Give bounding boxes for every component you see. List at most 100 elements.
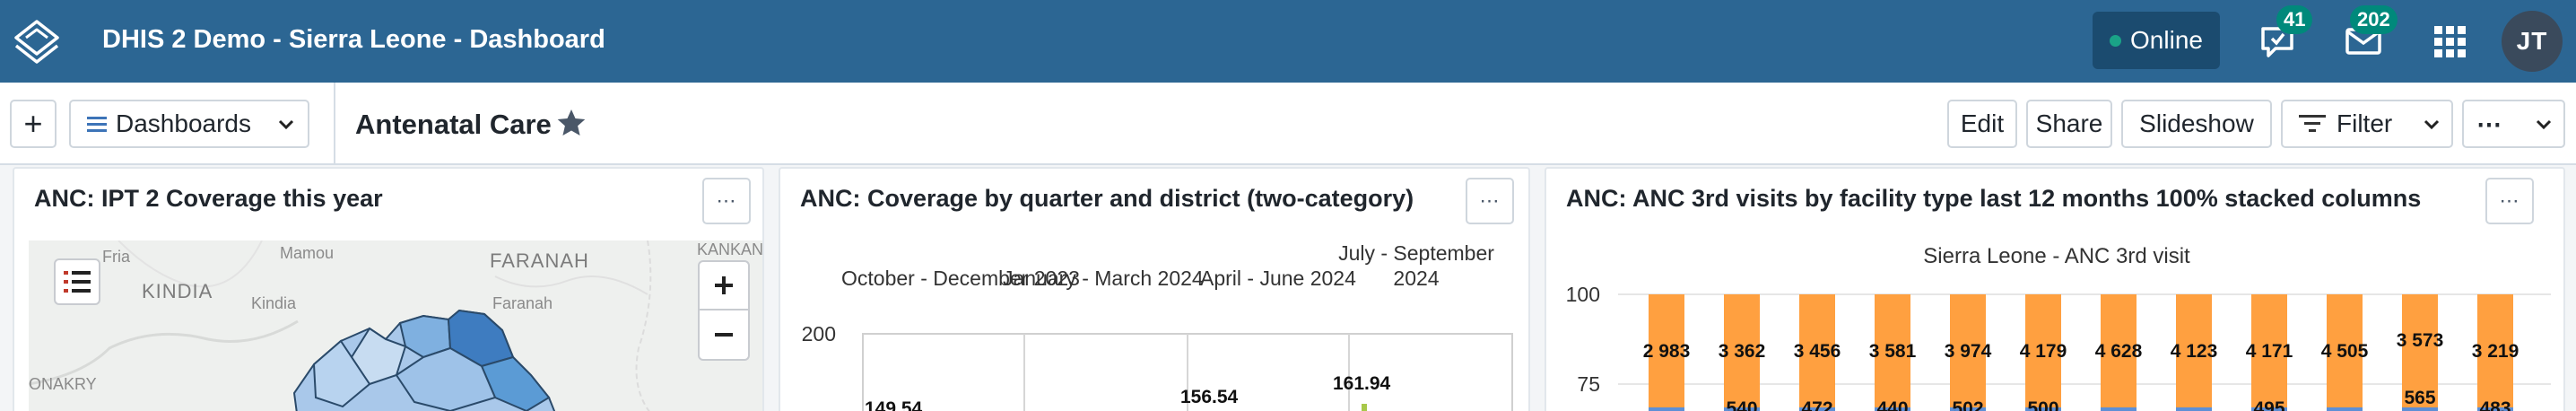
map-label-kindia: Kindia (251, 294, 297, 312)
stack-segment-blue[interactable] (1649, 407, 1684, 411)
dashboards-menu-button[interactable]: Dashboards (69, 100, 309, 148)
filter-button-label: Filter (2337, 109, 2393, 137)
stack-segment-blue[interactable] (2025, 407, 2061, 411)
filter-button[interactable]: Filter (2281, 100, 2453, 148)
data-label: 3 573 (2396, 330, 2444, 351)
interpretations-badge: 41 (2276, 5, 2313, 34)
stack-segment-blue[interactable] (2101, 407, 2137, 411)
choropleth-districts (292, 309, 556, 411)
category-label: April - June 2024 (1200, 267, 1356, 290)
apps-grid-icon[interactable] (2428, 20, 2471, 63)
data-label: 4 171 (2245, 341, 2293, 362)
data-label: 161.94 (1333, 373, 1391, 394)
stack-segment-blue[interactable] (1875, 407, 1910, 411)
item-title: ANC: IPT 2 Coverage this year (34, 185, 383, 212)
data-label: 3 219 (2471, 341, 2519, 362)
y-tick-label: 75 (1577, 372, 1600, 396)
dhis2-logo-icon[interactable] (13, 18, 61, 66)
map-label-fria: Fria (102, 248, 130, 266)
dashboards-menu-label: Dashboards (116, 109, 251, 137)
category-label: July - September 2024 (1338, 241, 1494, 290)
messages-badge: 202 (2350, 5, 2398, 34)
category-label: January - March 2024 (1003, 267, 1204, 290)
dashboard-title: Antenatal Care (355, 109, 552, 140)
stack-segment-blue[interactable] (2477, 407, 2513, 411)
user-avatar[interactable]: JT (2502, 11, 2563, 72)
dashboard-item-coverage-by-quarter: ANC: Coverage by quarter and district (t… (779, 167, 1530, 411)
stack-segment-blue[interactable] (2327, 407, 2363, 411)
stack-segment-orange[interactable] (1950, 294, 1986, 407)
app-title: DHIS 2 Demo - Sierra Leone - Dashboard (102, 25, 605, 54)
dashboard-item-ipt2-map: ANC: IPT 2 Coverage this year ⋯ Fria Mam… (13, 167, 764, 411)
data-label: 149.54 (865, 398, 923, 411)
item-menu-button[interactable]: ⋯ (2485, 178, 2534, 224)
more-chevron-down-icon (2536, 119, 2552, 130)
list-icon (87, 117, 107, 132)
edit-button[interactable]: Edit (1947, 100, 2017, 148)
slideshow-button[interactable]: Slideshow (2121, 100, 2272, 148)
data-label: 502 (1952, 398, 1984, 411)
stack-segment-orange[interactable] (1649, 294, 1684, 407)
map-label-mamou: Mamou (280, 244, 335, 262)
data-label: 440 (1876, 398, 1909, 411)
stack-segment-blue[interactable] (2402, 407, 2438, 411)
item-menu-button[interactable]: ⋯ (702, 178, 751, 224)
data-label: 3 974 (1944, 341, 1992, 362)
stack-segment-blue[interactable] (1724, 407, 1760, 411)
map-legend-button[interactable] (54, 258, 100, 305)
data-label: 3 362 (1718, 341, 1766, 362)
star-icon[interactable] (556, 108, 587, 138)
stack-segment-orange[interactable] (2025, 294, 2061, 407)
minus-icon (715, 333, 733, 337)
stack-segment-orange[interactable] (2477, 294, 2513, 407)
data-label: 4 628 (2094, 341, 2143, 362)
chart-title: Sierra Leone - ANC 3rd visit (1923, 244, 2190, 268)
data-label: 483 (2479, 398, 2511, 411)
plot-area (862, 333, 1513, 411)
more-actions-button[interactable]: ⋯ (2462, 100, 2565, 148)
map-label-faranah-region: FARANAH (490, 249, 589, 272)
control-bar-divider (334, 83, 335, 165)
data-label: 156.54 (1180, 387, 1239, 407)
data-label: 540 (1726, 398, 1758, 411)
stack-segment-orange[interactable] (2327, 294, 2363, 407)
online-dot-icon (2110, 34, 2122, 47)
stack-segment-blue[interactable] (1799, 407, 1835, 411)
data-label: 495 (2253, 398, 2285, 411)
stack-segment-orange[interactable] (2176, 294, 2212, 407)
dashboard-control-bar: + Dashboards Antenatal Care Edit Share S… (0, 83, 2576, 165)
data-label: 2 983 (1642, 341, 1691, 362)
stack-segment-blue[interactable] (2251, 407, 2287, 411)
item-title: ANC: ANC 3rd visits by facility type las… (1566, 185, 2422, 212)
stack-segment-orange[interactable] (2251, 294, 2287, 407)
map-canvas[interactable]: Fria Mamou FARANAH KANKAN KINDIA Kindia … (29, 240, 764, 411)
stack-segment-orange[interactable] (2101, 294, 2137, 407)
stack-segment-blue[interactable] (1950, 407, 1986, 411)
stack-segment-blue[interactable] (2176, 407, 2212, 411)
filter-chevron-down-icon (2424, 119, 2440, 130)
share-button[interactable]: Share (2026, 100, 2112, 148)
stack-segment-orange[interactable] (2402, 294, 2438, 407)
map-label-faranah: Faranah (492, 294, 553, 312)
filter-icon (2299, 115, 2326, 132)
zoom-in-button[interactable] (698, 260, 750, 310)
add-dashboard-button[interactable]: + (10, 100, 57, 148)
online-status-label: Online (2130, 26, 2203, 54)
online-status[interactable]: Online (2093, 12, 2220, 69)
map-label-kankan: KANKAN (697, 240, 764, 258)
map-label-kindia-region: KINDIA (142, 280, 213, 302)
plot-area (1618, 293, 2551, 411)
zoom-out-button[interactable] (698, 310, 750, 361)
map-background (29, 240, 652, 411)
item-menu-button[interactable]: ⋯ (1466, 178, 1514, 224)
stack-segment-orange[interactable] (1724, 294, 1760, 407)
data-label: 472 (1801, 398, 1833, 411)
data-label: 565 (2404, 388, 2436, 408)
data-label: 4 179 (2019, 341, 2067, 362)
chevron-down-icon (278, 119, 294, 130)
dashboard-item-anc3-stacked-columns: ANC: ANC 3rd visits by facility type las… (1545, 167, 2565, 411)
stack-segment-orange[interactable] (1799, 294, 1835, 407)
item-title: ANC: Coverage by quarter and district (t… (800, 185, 1414, 212)
data-label: 4 123 (2170, 341, 2218, 362)
stack-segment-orange[interactable] (1875, 294, 1910, 407)
